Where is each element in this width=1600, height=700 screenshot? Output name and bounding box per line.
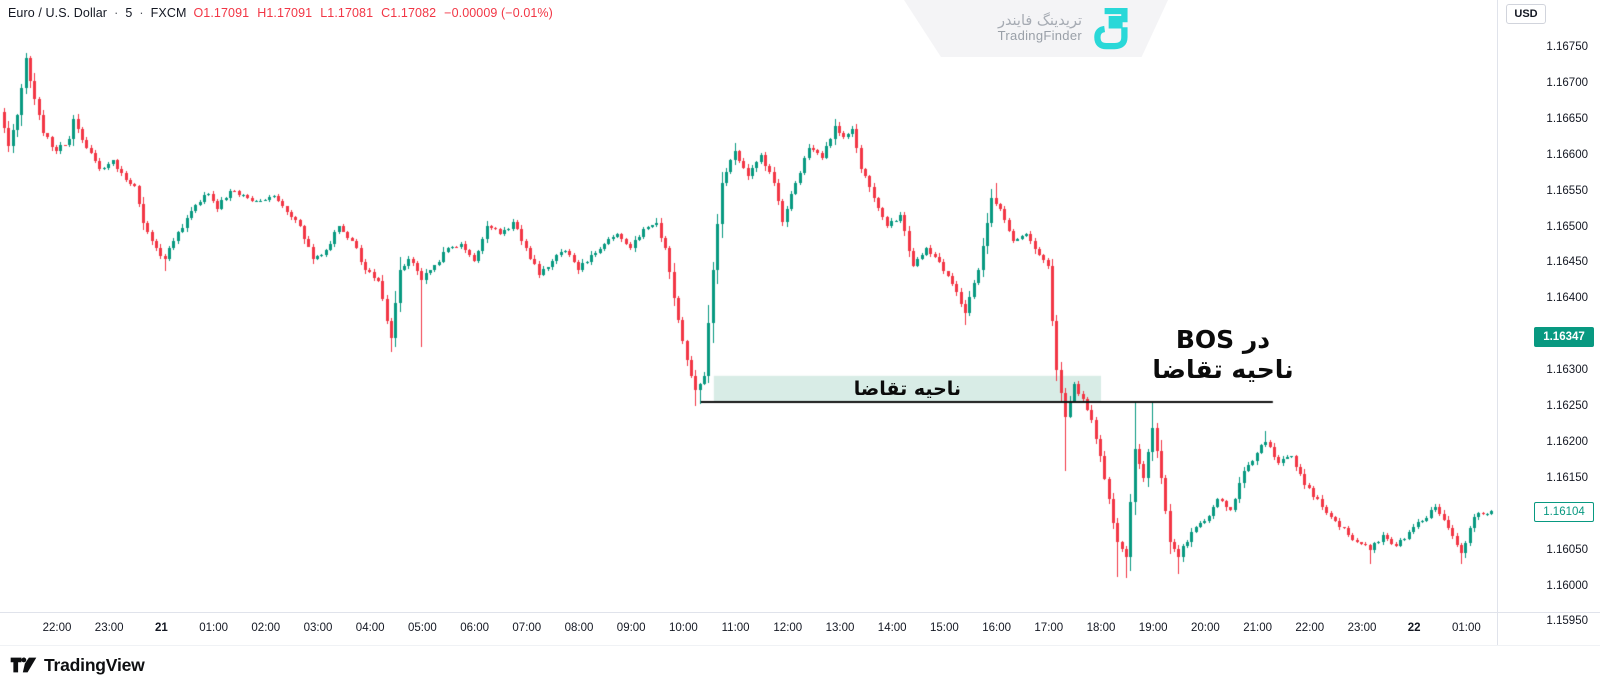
time-tick-label: 13:00 (825, 622, 855, 634)
legend-separator: · (114, 6, 119, 20)
tradingview-logo-icon (10, 657, 37, 673)
price-tick-label: 1.16450 (1546, 256, 1588, 269)
ohlc-value: −0.00009 (−0.01%) (444, 6, 553, 20)
price-tick-label: 1.16050 (1546, 543, 1588, 556)
tradingfinder-logo-icon (1094, 7, 1128, 49)
candlestick-chart-canvas[interactable] (0, 0, 1497, 612)
demand-zone-label-text: ناحیه تقاضا (853, 378, 962, 401)
price-tick-label: 1.16750 (1546, 41, 1588, 53)
price-tick-label: 1.16650 (1546, 112, 1588, 125)
price-tick-label: 1.16150 (1546, 471, 1588, 484)
ohlc-value: C1.17082 (381, 6, 437, 20)
date-tick-label: 21 (154, 622, 168, 634)
ohlc-value: L1.17081 (320, 6, 374, 20)
time-tick-label: 17:00 (1034, 622, 1064, 634)
bos-annotation-line1: BOS در (1175, 325, 1271, 354)
tradingfinder-watermark: تریدینگ فایندر TradingFinder (904, 0, 1168, 57)
brand-name-english: TradingFinder (997, 28, 1082, 44)
demand-zone-label: ناحیه تقاضا (714, 377, 1101, 402)
time-tick-label: 23:00 (1347, 622, 1377, 634)
ohlc-values: O1.17091 H1.17091 L1.17081 C1.17082 −0.00009… (193, 6, 552, 20)
time-tick-label: 01:00 (199, 622, 228, 634)
symbol-interval[interactable]: 5 (125, 6, 133, 20)
time-tick-label: 04:00 (355, 622, 385, 634)
widget-bottom-border (0, 645, 1600, 646)
time-tick-label: 18:00 (1086, 622, 1116, 634)
legend-separator: · (139, 6, 144, 20)
currency-toggle[interactable]: USD (1506, 4, 1546, 24)
time-tick-label: 19:00 (1138, 622, 1168, 634)
price-tick-label: 1.16250 (1546, 400, 1588, 412)
price-tick-label: 1.16600 (1546, 148, 1588, 161)
price-tick-label: 1.16000 (1546, 579, 1588, 592)
price-tick-label: 1.15950 (1546, 615, 1588, 628)
time-tick-label: 11:00 (721, 622, 750, 634)
price-tick-label: 1.16200 (1546, 435, 1588, 448)
ohlc-value: H1.17091 (257, 6, 313, 20)
time-tick-label: 15:00 (930, 622, 959, 634)
price-tick-label: 1.16500 (1546, 220, 1588, 233)
tradingfinder-brand-text: تریدینگ فایندر TradingFinder (998, 13, 1082, 45)
tradingview-logo-text: TradingView (44, 654, 145, 675)
time-tick-label: 23:00 (94, 622, 124, 634)
time-tick-label: 22:00 (1295, 622, 1325, 634)
time-tick-label: 12:00 (773, 622, 803, 634)
bos-annotation-line2: ناحیه تقاضا (1152, 355, 1294, 384)
time-tick-label: 09:00 (616, 622, 646, 634)
ohlc-value: O1.17091 (193, 6, 250, 20)
marked-level-price-badge: 1.16347 (1534, 327, 1594, 348)
last-price-badge: 1.16104 (1534, 501, 1594, 522)
time-tick-label: 03:00 (303, 622, 333, 634)
time-tick-label: 08:00 (564, 622, 594, 634)
price-tick-label: 1.16700 (1546, 76, 1588, 89)
tradingview-attribution[interactable]: TradingView (10, 650, 145, 680)
time-tick-label: 01:00 (1452, 622, 1481, 634)
symbol-title[interactable]: Euro / U.S. Dollar (8, 6, 108, 20)
symbol-exchange: FXCM (150, 6, 187, 20)
price-tick-label: 1.16400 (1546, 292, 1588, 305)
date-tick-label: 22 (1407, 622, 1421, 634)
brand-name-farsi: تریدینگ فایندر (997, 12, 1082, 29)
time-tick-label: 06:00 (460, 622, 489, 634)
time-tick-label: 21:00 (1243, 622, 1272, 634)
time-axis[interactable]: 22:00 23:00 21 01:00 02:00 03:00 04:00 05:00 06:… (0, 613, 1497, 645)
time-tick-label: 16:00 (982, 622, 1011, 634)
price-tick-label: 1.16550 (1546, 184, 1588, 197)
time-tick-label: 20:00 (1191, 622, 1220, 634)
time-tick-label: 14:00 (877, 622, 907, 634)
price-tick-label: 1.16300 (1546, 364, 1588, 377)
time-tick-label: 22:00 (42, 622, 72, 634)
symbol-legend: Euro / U.S. Dollar · 5 · FXCM O1.17091 H1… (8, 6, 553, 20)
time-axis-border (0, 612, 1600, 613)
time-tick-label: 02:00 (251, 622, 281, 634)
price-axis-border (1497, 0, 1498, 645)
price-axis[interactable]: 1.16750 1.16700 1.16650 1.16600 1.16550 1.165… (1498, 0, 1600, 627)
time-tick-label: 10:00 (669, 622, 698, 634)
bos-annotation: BOS در ناحیه تقاضا (1118, 325, 1328, 385)
time-tick-label: 05:00 (408, 622, 437, 634)
time-tick-label: 07:00 (512, 622, 542, 634)
